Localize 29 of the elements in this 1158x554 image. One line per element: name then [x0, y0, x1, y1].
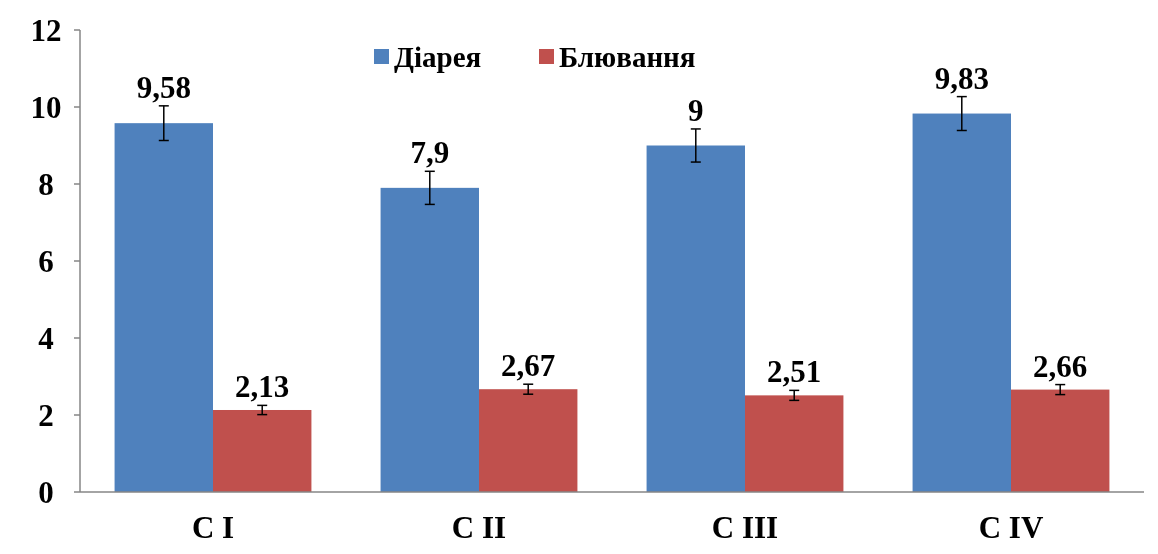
data-label: 9 — [688, 92, 704, 128]
bar — [646, 145, 745, 492]
bar — [213, 410, 312, 492]
y-tick-label: 4 — [38, 320, 54, 356]
data-label: 2,67 — [501, 348, 556, 384]
data-label: 2,51 — [767, 354, 822, 390]
y-tick-label: 12 — [30, 12, 62, 48]
data-label: 2,13 — [235, 369, 290, 405]
data-label: 2,66 — [1033, 348, 1088, 384]
bar — [912, 113, 1011, 492]
x-tick-label: C IV — [978, 510, 1044, 545]
bar — [479, 389, 578, 492]
data-label: 9,83 — [934, 60, 989, 96]
y-tick-label: 2 — [38, 397, 54, 433]
y-tick-label: 0 — [38, 474, 54, 510]
x-tick-label: C I — [191, 510, 235, 545]
x-tick-label: C III — [711, 510, 779, 545]
bar — [1011, 389, 1110, 492]
bar — [380, 187, 479, 492]
legend-label: Блювання — [559, 41, 696, 74]
x-tick-label: C II — [451, 510, 507, 545]
data-label: 9,58 — [136, 69, 191, 105]
bar — [114, 123, 213, 492]
y-tick-label: 8 — [38, 166, 54, 202]
bar — [745, 395, 844, 492]
y-tick-label: 6 — [38, 243, 54, 279]
data-label: 7,9 — [410, 135, 450, 171]
y-tick-label: 10 — [30, 89, 62, 125]
legend-label: Діарея — [394, 41, 482, 74]
